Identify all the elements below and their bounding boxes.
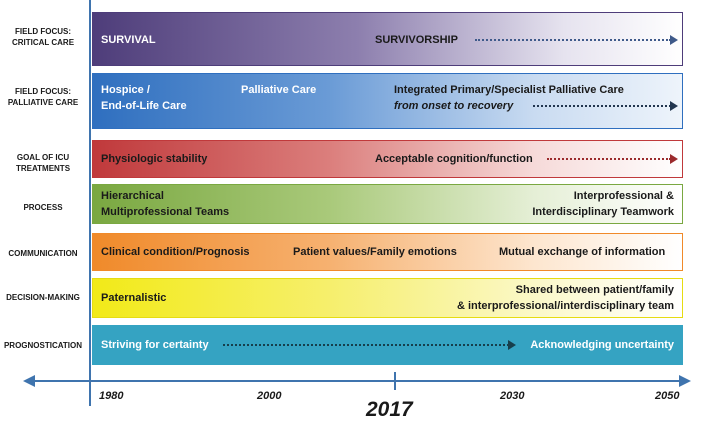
year-label: 2030 [500,390,525,402]
band-critical-care: SURVIVAL SURVIVORSHIP [92,12,683,66]
palliative-left-line1: Hospice / [101,84,150,96]
band-decision-making: Paternalistic Shared between patient/fam… [92,278,683,318]
label-line: PROCESS [23,203,63,212]
band-palliative-care: Hospice / End-of-Life Care Palliative Ca… [92,73,683,129]
goal-left-text: Physiologic stability [101,153,208,165]
critical-care-right-text: SURVIVORSHIP [375,34,458,46]
label-line: PALLIATIVE CARE [7,98,79,107]
arrow-head-icon [670,154,678,164]
arrow-head-icon [508,340,516,350]
row-label-process: PROCESS [0,202,86,213]
year-label: 1980 [99,390,124,402]
prognostication-left-text: Striving for certainty [101,339,209,351]
year-label: 2000 [257,390,282,402]
label-line: CRITICAL CARE [11,38,75,47]
palliative-right-line1: Integrated Primary/Specialist Palliative… [394,84,624,96]
row-label-decision-making: DECISION-MAKING [0,292,86,303]
decision-right-line1: Shared between patient/family [515,284,674,296]
label-line: PROGNOSTICATION [3,341,83,350]
palliative-right-line2: from onset to recovery [394,100,514,112]
arrow-head-icon [670,35,678,45]
band-prognostication: Striving for certainty Acknowledging unc… [92,325,683,365]
communication-left-text: Clinical condition/Prognosis [101,246,250,258]
band-process: Hierarchical Multiprofessional Teams Int… [92,184,683,224]
decision-left-text: Paternalistic [101,292,167,304]
timeline-axis [30,380,680,382]
process-right-line2: Interdisciplinary Teamwork [532,206,674,218]
communication-right-text: Mutual exchange of information [499,246,666,258]
row-label-goal: GOAL OF ICU TREATMENTS [0,152,86,174]
label-line: TREATMENTS [15,164,71,173]
label-line: GOAL OF ICU [16,153,70,162]
row-label-prognostication: PROGNOSTICATION [0,340,86,351]
arrow-head-icon [670,101,678,111]
band-goal: Physiologic stability Acceptable cogniti… [92,140,683,178]
axis-left-arrow-icon [23,375,35,387]
current-year-label: 2017 [366,398,413,421]
label-line: DECISION-MAKING [6,293,80,302]
current-year-tick [394,372,396,390]
axis-right-arrow-icon [679,375,691,387]
dotted-arrow-line [475,39,671,41]
year-label: 2050 [655,390,680,402]
dotted-arrow-line [533,105,671,107]
critical-care-left-text: SURVIVAL [101,34,156,46]
label-line: FIELD FOCUS: [15,87,71,96]
communication-middle-text: Patient values/Family emotions [293,246,457,258]
band-communication: Clinical condition/Prognosis Patient val… [92,233,683,271]
goal-right-text: Acceptable cognition/function [375,153,533,165]
row-label-palliative-care: FIELD FOCUS: PALLIATIVE CARE [0,86,86,108]
label-line: FIELD FOCUS: [15,27,71,36]
timeline-baseline-vertical [89,0,91,406]
row-label-communication: COMMUNICATION [0,248,86,259]
dotted-arrow-line [223,344,509,346]
dotted-arrow-line [547,158,671,160]
process-right-line1: Interprofessional & [573,190,674,202]
process-left-line1: Hierarchical [101,190,164,202]
decision-right-line2: & interprofessional/interdisciplinary te… [456,300,674,312]
process-left-line2: Multiprofessional Teams [101,206,230,218]
row-label-critical-care: FIELD FOCUS: CRITICAL CARE [0,26,86,48]
label-line: COMMUNICATION [8,249,78,258]
palliative-middle-text: Palliative Care [241,84,317,96]
prognostication-right-text: Acknowledging uncertainty [530,339,674,351]
palliative-left-line2: End-of-Life Care [101,100,187,112]
